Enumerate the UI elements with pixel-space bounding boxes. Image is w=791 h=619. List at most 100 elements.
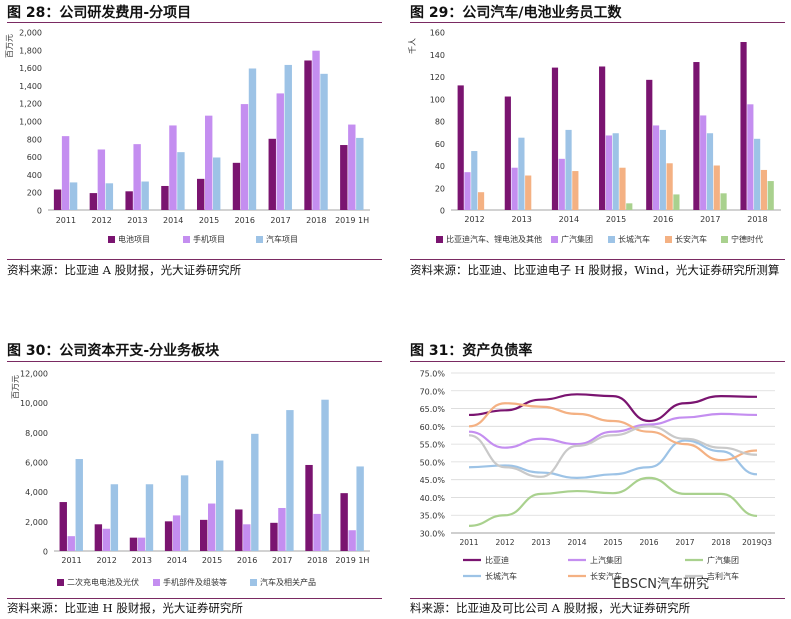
bar-1 (270, 522, 278, 551)
y-tick-label: 160 (430, 29, 445, 38)
x-tick-label: 2014 (167, 556, 187, 565)
y-tick-label: 140 (430, 51, 445, 60)
legend-swatch (256, 236, 263, 243)
bar-2 (348, 124, 356, 210)
bar-2 (172, 515, 181, 551)
bar-2 (137, 537, 146, 551)
bar-2 (652, 125, 660, 210)
bar-2 (61, 136, 70, 210)
bar-3 (141, 181, 149, 210)
bar-2 (278, 507, 286, 551)
source-note: 资料来源：比亚迪 H 股财报，光大证券研究所 (7, 601, 243, 615)
y-tick-label: 10,000 (20, 399, 48, 408)
x-tick-label: 2011 (56, 216, 76, 225)
series-line-4 (468, 439, 758, 479)
bar-2 (240, 104, 249, 210)
y-tick-label: 70.0% (420, 387, 446, 396)
chart-title: 图 28：公司研发费用-分项目 (7, 5, 192, 21)
y-tick-label: 0 (43, 548, 48, 557)
x-tick-label: 2015 (199, 216, 219, 225)
bar-3 (754, 138, 761, 210)
x-tick-label: 2014 (559, 215, 579, 224)
bar-3 (177, 152, 185, 210)
bar-3 (706, 133, 714, 210)
x-tick-label: 2018 (711, 538, 730, 547)
bar-4 (572, 171, 579, 210)
y-tick-label: 1,800 (19, 46, 42, 55)
bar-3 (213, 157, 221, 210)
bar-4 (619, 167, 626, 210)
title-rule (7, 361, 382, 362)
bar-4 (477, 192, 485, 210)
bar-1 (59, 502, 67, 551)
legend-label: 吉利汽车 (707, 571, 739, 581)
bar-2 (312, 50, 320, 210)
x-tick-label: 2016 (235, 216, 255, 225)
bar-4 (760, 169, 768, 210)
bar-2 (133, 144, 141, 210)
title-rule (410, 361, 785, 362)
source-note: 资料来源：比亚迪、比亚迪电子 H 股财报，Wind，光大证券研究所测算 (410, 263, 780, 277)
bar-1 (268, 138, 276, 210)
bar-2 (464, 172, 471, 210)
y-tick-label: 60 (435, 140, 445, 149)
legend-label: 长城汽车 (618, 234, 650, 244)
y-tick-label: 800 (27, 135, 42, 144)
bar-3 (286, 410, 294, 551)
legend-swatch (108, 236, 115, 243)
y-tick-label: 100 (430, 95, 445, 104)
legend-label: 广汽集团 (707, 555, 739, 565)
bar-3 (471, 151, 478, 210)
bar-2 (313, 513, 321, 551)
x-tick-label: 2014 (163, 216, 183, 225)
bar-4 (713, 165, 720, 210)
legend-swatch (183, 236, 190, 243)
x-tick-label: 2018 (747, 215, 767, 224)
y-tick-label: 600 (27, 153, 42, 162)
y-tick-label: 35.0% (420, 512, 446, 521)
y-axis-label: 百万元 (5, 34, 14, 58)
bar-3 (216, 460, 224, 551)
x-tick-label: 2019 1H (335, 216, 369, 225)
legend-label: 二次充电电池及光伏 (67, 577, 139, 587)
bar-3 (320, 73, 328, 210)
chart-title: 图 29：公司汽车/电池业务员工数 (410, 5, 622, 21)
bar-2 (558, 158, 565, 210)
y-tick-label: 50.0% (420, 458, 446, 467)
y-tick-label: 20 (435, 184, 445, 193)
y-tick-label: 45.0% (420, 476, 446, 485)
bar-1 (740, 42, 747, 211)
legend-label: 汽车项目 (266, 234, 298, 244)
series-line-2 (468, 412, 758, 449)
x-tick-label: 2015 (202, 556, 222, 565)
bar-3 (612, 133, 619, 210)
x-tick-label: 2011 (459, 538, 478, 547)
legend-label: 长安汽车 (590, 571, 622, 581)
y-tick-label: 65.0% (420, 405, 446, 414)
bar-2 (605, 135, 613, 210)
bar-1 (200, 519, 208, 551)
bar-1 (305, 464, 313, 551)
legend-label: 手机部件及组装等 (163, 577, 227, 587)
legend-swatch (608, 236, 615, 243)
legend-label: 汽车及相关产品 (260, 577, 316, 587)
y-tick-label: 1,400 (19, 82, 42, 91)
bar-3 (284, 64, 292, 211)
bar-3 (75, 459, 83, 551)
y-tick-label: 400 (27, 171, 42, 180)
bar-2 (243, 524, 251, 551)
bar-3 (356, 137, 364, 210)
x-tick-label: 2014 (567, 538, 586, 547)
legend-swatch (436, 236, 443, 243)
bar-1 (646, 79, 653, 211)
source-rule (7, 598, 382, 599)
bar-1 (164, 521, 173, 551)
y-tick-label: 4,000 (25, 488, 48, 497)
chart-title: 图 31：资产负债率 (410, 343, 533, 359)
bar-1 (232, 162, 241, 210)
series-line-3 (468, 476, 758, 527)
y-tick-label: 8,000 (25, 429, 48, 438)
y-tick-label: 40 (435, 162, 445, 171)
legend-swatch (551, 236, 558, 243)
